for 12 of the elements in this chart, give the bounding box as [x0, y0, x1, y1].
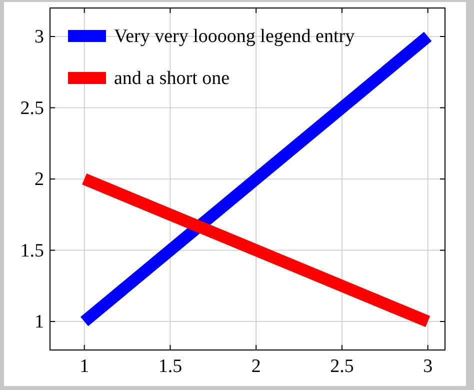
y-tick-label: 1.5: [20, 240, 44, 262]
x-tick-label: 2: [251, 356, 261, 377]
x-tick-label: 3: [423, 356, 433, 377]
y-tick-label: 2.5: [20, 98, 44, 119]
legend-label: Very very loooong legend entry: [114, 26, 356, 47]
x-tick-label: 1.5: [158, 356, 182, 377]
x-tick-label: 1: [80, 356, 90, 377]
y-tick-label: 1: [34, 312, 44, 332]
y-tick-label: 2: [34, 169, 44, 190]
y-tick-label: 3: [34, 26, 44, 48]
x-tick-label: 2.5: [330, 356, 354, 377]
legend-label: and a short one: [114, 68, 230, 89]
